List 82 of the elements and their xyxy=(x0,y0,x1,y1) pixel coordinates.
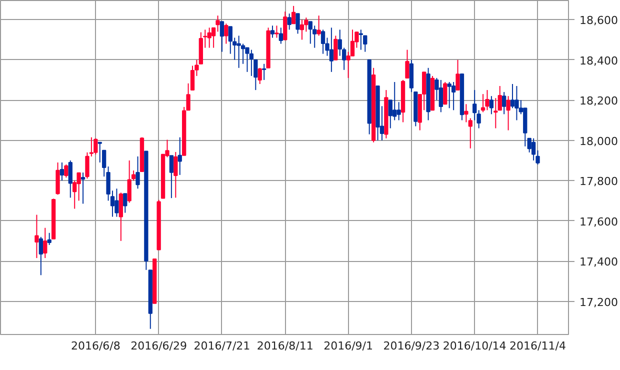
candlestick xyxy=(451,81,456,111)
candlestick xyxy=(34,214,39,259)
candlestick xyxy=(358,29,363,50)
candlestick xyxy=(68,160,72,198)
candlestick xyxy=(472,90,477,121)
candlestick xyxy=(514,86,519,121)
x-tick-label: 2016/10/14 xyxy=(442,340,506,352)
candlestick xyxy=(287,13,292,30)
candlestick xyxy=(438,79,443,113)
candlestick xyxy=(60,162,64,182)
x-tick-label: 2016/9/23 xyxy=(383,340,440,352)
candlestick xyxy=(510,84,515,109)
candlestick xyxy=(123,193,128,214)
x-tick-label: 2016/6/29 xyxy=(130,340,188,352)
x-tick-label: 2016/11/4 xyxy=(510,340,566,352)
candlestick xyxy=(443,81,448,105)
candlestick xyxy=(506,96,510,131)
candlestick xyxy=(43,227,48,259)
candlestick xyxy=(396,102,401,121)
candlestick xyxy=(308,21,312,44)
x-tick-label: 2016/9/1 xyxy=(324,340,373,352)
candlestick xyxy=(480,94,486,113)
y-tick-label: 17,600 xyxy=(580,215,618,228)
candlestick xyxy=(127,160,132,204)
candlestick xyxy=(409,59,414,93)
candlestick xyxy=(169,155,174,199)
candlestick xyxy=(278,27,283,44)
candlestick xyxy=(498,86,502,111)
candlestick xyxy=(94,138,98,155)
candlestick xyxy=(216,15,220,32)
candlestick xyxy=(178,136,182,176)
candlestick xyxy=(489,96,494,115)
candlestick xyxy=(291,5,296,24)
candlestick xyxy=(468,118,472,149)
candlestick xyxy=(118,192,123,242)
candlestick xyxy=(485,90,490,111)
candlestick xyxy=(80,172,86,204)
candlestick xyxy=(296,13,300,34)
y-tick-label: 17,400 xyxy=(580,256,618,269)
candlestick xyxy=(456,59,460,91)
candlestick xyxy=(114,188,119,218)
y-tick-label: 17,800 xyxy=(580,175,618,188)
candlestick xyxy=(245,47,250,72)
candlestick xyxy=(249,49,254,76)
candlestick xyxy=(502,92,506,115)
candlestick xyxy=(258,67,262,84)
candlestick xyxy=(207,27,212,48)
candlestick xyxy=(334,35,338,60)
candlestick xyxy=(464,104,468,123)
candlestick xyxy=(89,136,94,157)
y-tick-label: 18,400 xyxy=(580,54,618,68)
candlestick xyxy=(270,25,275,38)
x-tick-label: 2016/6/8 xyxy=(70,340,120,352)
candlestick xyxy=(262,63,266,80)
x-tick-label: 2016/7/21 xyxy=(194,340,250,352)
candlestick xyxy=(56,162,60,196)
y-tick-label: 18,200 xyxy=(580,94,618,108)
candlestick xyxy=(283,11,288,40)
y-tick-label: 18,000 xyxy=(580,134,618,148)
candlestick xyxy=(64,164,68,178)
x-tick-label: 2016/8/11 xyxy=(256,340,314,352)
candlestick xyxy=(47,232,52,246)
candlestick xyxy=(447,81,452,109)
candlestick xyxy=(38,236,43,276)
candlestick xyxy=(174,152,178,198)
y-tick-label: 18,600 xyxy=(580,14,618,28)
candlestick xyxy=(85,152,90,180)
candlestick xyxy=(224,23,228,44)
candlestick xyxy=(136,156,140,190)
candlestick xyxy=(274,25,279,38)
candlestick xyxy=(220,21,224,52)
y-tick-label: 17,200 xyxy=(580,296,618,309)
candlestick xyxy=(300,19,304,40)
candlestick xyxy=(494,98,498,129)
candlestick xyxy=(320,29,326,54)
candlestick xyxy=(316,15,321,36)
candlestick xyxy=(329,27,334,72)
candlestick xyxy=(405,49,410,78)
candlestick xyxy=(236,35,241,68)
candlestick xyxy=(211,27,216,48)
candlestick xyxy=(531,138,536,161)
candlestick xyxy=(312,25,317,48)
